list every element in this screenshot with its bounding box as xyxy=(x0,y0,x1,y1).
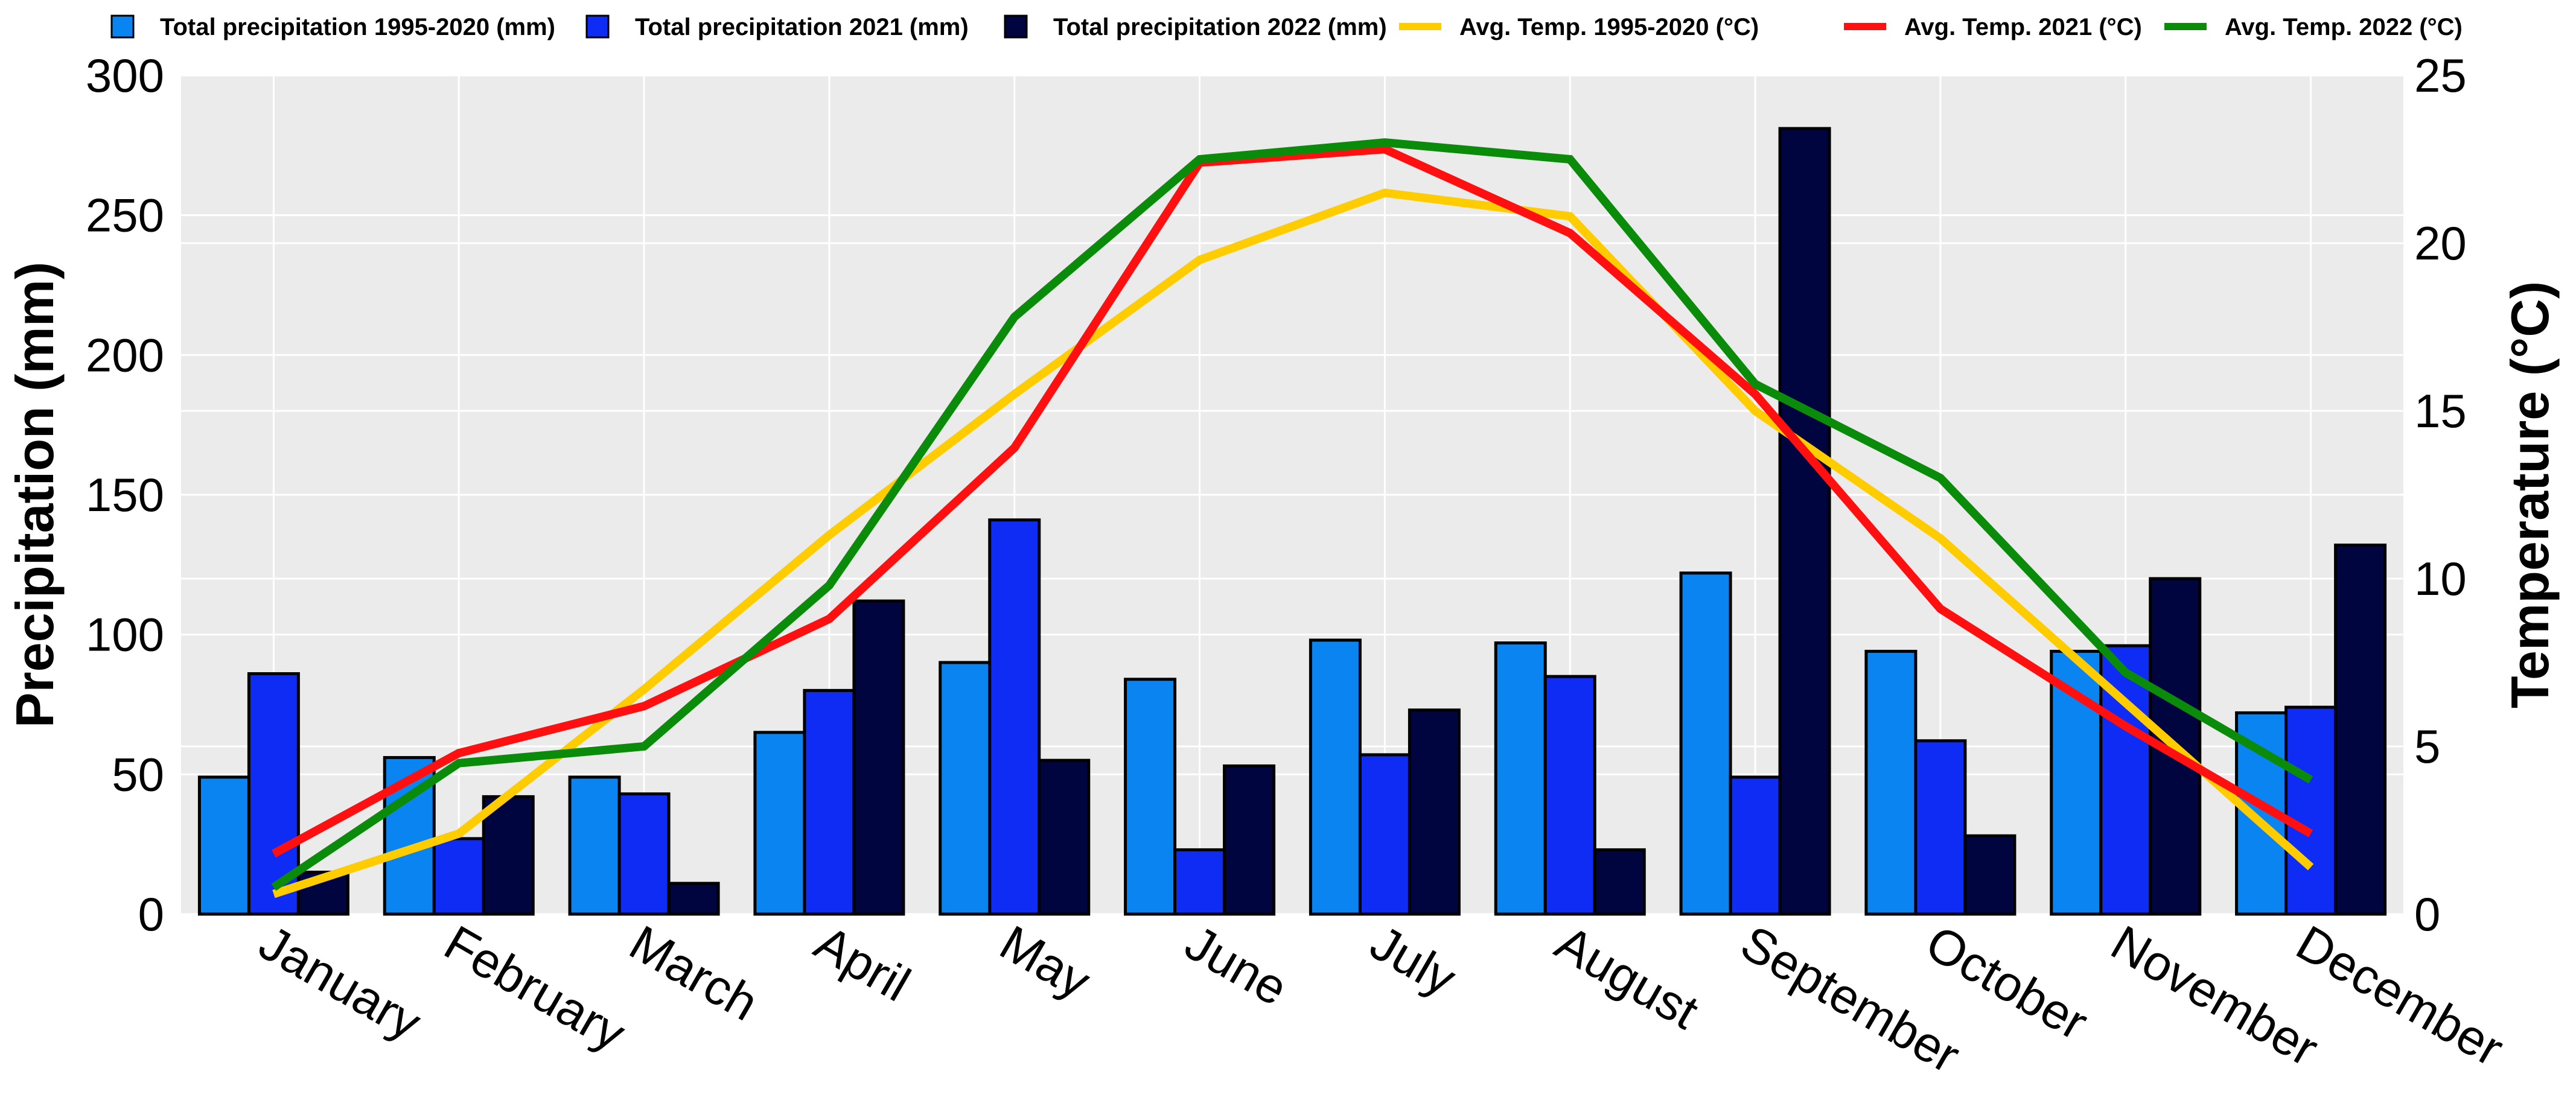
bar-1-april xyxy=(753,731,806,916)
bar-2-december xyxy=(2284,705,2338,916)
bar-1-september xyxy=(1679,571,1732,916)
bar-2-august xyxy=(1543,675,1596,916)
left-axis-title: Precipitation (mm) xyxy=(5,262,65,728)
month-label-may: May xyxy=(991,915,1100,1009)
month-label-april: April xyxy=(806,915,919,1012)
left-tick-label: 250 xyxy=(86,189,164,242)
month-label-february: February xyxy=(435,915,634,1062)
bar-1-july xyxy=(1309,638,1362,916)
legend-label-3: Total precipitation 2022 (mm) xyxy=(1053,14,1387,40)
bar-2-september xyxy=(1729,775,1782,916)
legend-label-1: Total precipitation 1995-2020 (mm) xyxy=(160,14,555,40)
left-tick-label: 300 xyxy=(86,49,164,102)
bar-2-march xyxy=(617,792,671,916)
bar-3-july xyxy=(1408,708,1461,916)
bar-1-october xyxy=(1864,649,1918,916)
bar-2-february xyxy=(432,837,485,916)
left-tick-label: 200 xyxy=(86,328,164,381)
legend-swatch-1 xyxy=(110,14,135,39)
legend-label-5: Avg. Temp. 2021 (°C) xyxy=(1904,14,2142,40)
bar-1-january xyxy=(197,775,250,916)
month-label-march: March xyxy=(620,915,767,1032)
bar-series xyxy=(197,127,2387,916)
legend-label-2: Total precipitation 2021 (mm) xyxy=(635,14,969,40)
line-series xyxy=(271,138,2314,898)
left-tick-label: 0 xyxy=(138,888,164,941)
month-label-november: November xyxy=(2102,915,2327,1077)
bar-3-february xyxy=(482,795,535,916)
left-tick-label: 50 xyxy=(112,748,164,801)
bar-3-august xyxy=(1593,848,1646,916)
legend-label-4: Avg. Temp. 1995-2020 (°C) xyxy=(1459,14,1759,40)
month-label-december: December xyxy=(2287,915,2513,1077)
month-label-august: August xyxy=(1546,915,1707,1040)
bar-3-june xyxy=(1223,764,1276,916)
bar-2-october xyxy=(1914,739,1967,916)
bar-2-april xyxy=(803,688,856,916)
right-axis-ticks: 0 5 10 15 20 25 xyxy=(2414,49,2467,941)
left-tick-label: 100 xyxy=(86,608,164,661)
month-label-january: January xyxy=(250,915,430,1051)
right-tick-label: 0 xyxy=(2414,888,2440,941)
month-label-june: June xyxy=(1176,915,1297,1017)
bar-2-july xyxy=(1358,753,1411,916)
bar-3-october xyxy=(1963,834,2016,916)
right-tick-label: 15 xyxy=(2414,384,2467,437)
legend-swatch-3 xyxy=(1004,14,1028,39)
bar-3-april xyxy=(852,599,905,916)
bar-2-may xyxy=(988,518,1041,916)
bar-1-march xyxy=(568,775,621,916)
right-tick-label: 5 xyxy=(2414,720,2440,773)
month-label-july: July xyxy=(1361,915,1465,1007)
bar-1-may xyxy=(939,661,992,916)
right-tick-label: 10 xyxy=(2414,552,2467,605)
left-axis-ticks: 0 50 100 150 200 250 300 xyxy=(86,49,164,941)
bar-2-june xyxy=(1173,848,1226,916)
right-tick-label: 25 xyxy=(2414,49,2467,102)
line-series-3 xyxy=(271,138,2313,891)
bar-3-december xyxy=(2334,543,2387,916)
bar-3-march xyxy=(667,882,720,916)
legend: Total precipitation 1995-2020 (mm) Total … xyxy=(110,14,2463,40)
left-tick-label: 150 xyxy=(86,468,164,521)
right-axis-title: Temperature (°C) xyxy=(2500,281,2560,708)
legend-label-6: Avg. Temp. 2022 (°C) xyxy=(2225,14,2463,40)
right-tick-label: 20 xyxy=(2414,217,2467,270)
bar-1-august xyxy=(1494,641,1547,916)
bar-3-september xyxy=(1778,127,1831,916)
line-series-2 xyxy=(272,145,2313,858)
bar-3-may xyxy=(1038,758,1091,916)
legend-swatch-2 xyxy=(585,14,610,39)
bar-1-june xyxy=(1124,678,1177,916)
